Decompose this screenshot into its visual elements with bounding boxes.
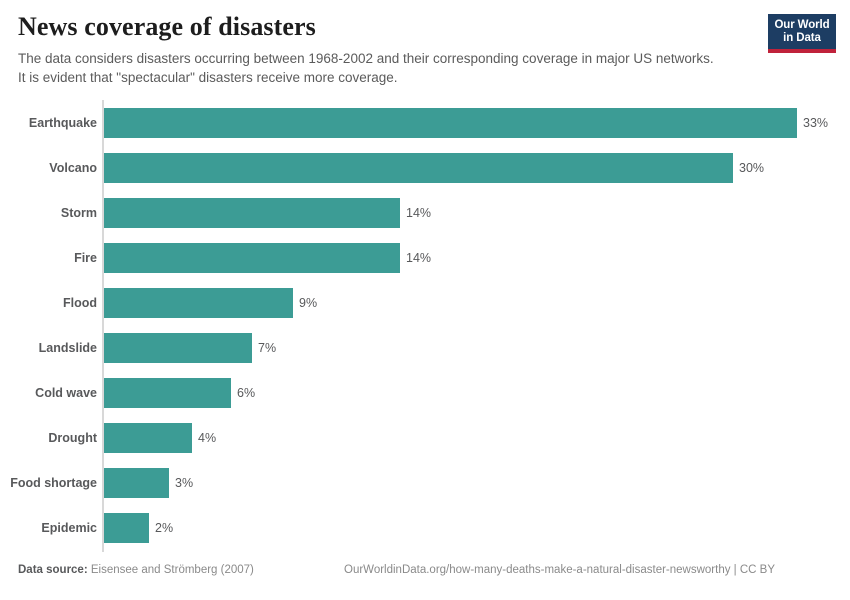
bar[interactable] [104, 422, 192, 453]
bar[interactable] [104, 287, 293, 318]
bar-category-label: Cold wave [35, 385, 97, 400]
bar-row: Food shortage 3% [0, 460, 850, 505]
bar-row: Volcano 30% [0, 145, 850, 190]
our-world-in-data-logo[interactable]: Our World in Data [768, 14, 836, 53]
bar[interactable] [104, 332, 252, 363]
bar-category-label: Fire [74, 250, 97, 265]
data-source-text: Eisensee and Strömberg (2007) [90, 564, 254, 576]
page-title: News coverage of disasters [18, 12, 316, 41]
bar-value-label: 6% [237, 385, 256, 400]
plot-area: Earthquake 33% Volcano 30% Storm 14% Fire 14% Fl… [0, 100, 850, 552]
bar[interactable] [104, 107, 797, 138]
chart-header: News coverage of disasters The data cons… [18, 12, 748, 87]
bar-track: 6% [104, 370, 255, 415]
bar-value-label: 30% [739, 160, 765, 175]
bar-row: Fire 14% [0, 235, 850, 280]
bar-row: Flood 9% [0, 280, 850, 325]
bar-list: Earthquake 33% Volcano 30% Storm 14% Fire 14% Fl… [0, 100, 850, 550]
bar-value-label: 14% [406, 250, 432, 265]
logo-line-1: Our World [774, 19, 830, 31]
bar-value-label: 2% [155, 520, 174, 535]
bar-value-label: 33% [803, 115, 829, 130]
bar-category-label: Earthquake [28, 115, 97, 130]
bar-track: 33% [104, 100, 828, 145]
bar-track: 9% [104, 280, 317, 325]
data-source-label: Data source: [18, 564, 88, 576]
bar[interactable] [104, 512, 149, 543]
bar-category-label: Storm [60, 205, 97, 220]
bar-category-label: Volcano [49, 160, 97, 175]
bar-category-label: Food shortage [10, 475, 97, 490]
logo-line-2: in Data [783, 31, 821, 44]
bar-row: Cold wave 6% [0, 370, 850, 415]
y-axis-line [102, 100, 104, 552]
bar-category-label: Flood [62, 295, 97, 310]
bar-track: 2% [104, 505, 173, 550]
bar-row: Epidemic 2% [0, 505, 850, 550]
bar[interactable] [104, 377, 231, 408]
bar-track: 14% [104, 190, 431, 235]
bar-value-label: 3% [175, 475, 194, 490]
bar-value-label: 9% [299, 295, 318, 310]
chart-footer: Data source: Eisensee and Strömberg (200… [18, 564, 836, 582]
chart-subtitle: The data considers disasters occurring b… [18, 50, 714, 86]
bar-row: Landslide 7% [0, 325, 850, 370]
bar-value-label: 4% [198, 430, 217, 445]
bar-track: 7% [104, 325, 276, 370]
bar[interactable] [104, 467, 169, 498]
source-url[interactable]: OurWorldinData.org/how-many-deaths-make-… [344, 564, 775, 576]
bar-value-label: 7% [258, 340, 277, 355]
data-source: Data source: Eisensee and Strömberg (200… [18, 564, 254, 576]
bar-category-label: Epidemic [41, 520, 97, 535]
bar[interactable] [104, 242, 400, 273]
bar-row: Earthquake 33% [0, 100, 850, 145]
bar[interactable] [104, 152, 733, 183]
bar-track: 30% [104, 145, 764, 190]
bar-value-label: 14% [406, 205, 432, 220]
bar-category-label: Landslide [38, 340, 97, 355]
bar-row: Drought 4% [0, 415, 850, 460]
bar-track: 14% [104, 235, 431, 280]
bar[interactable] [104, 197, 400, 228]
bar-category-label: Drought [48, 430, 97, 445]
bar-track: 4% [104, 415, 216, 460]
bar-track: 3% [104, 460, 193, 505]
bar-row: Storm 14% [0, 190, 850, 235]
